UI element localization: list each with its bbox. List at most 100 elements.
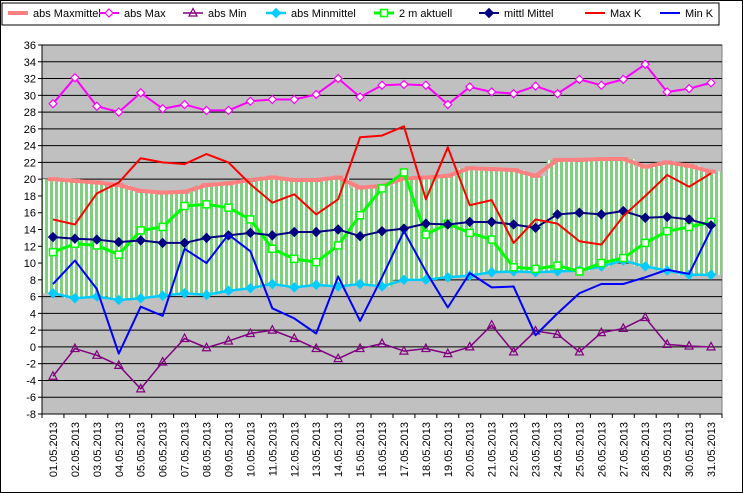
data-point [597,258,606,268]
data-point [486,87,497,97]
x-tick-label: 13.05.2013 [311,422,323,477]
data-point [706,341,717,351]
data-point [48,98,58,109]
data-point [619,253,628,263]
data-point [442,219,454,230]
x-tick-label: 25.05.2013 [574,422,586,477]
y-tick-label: 22 [24,157,36,169]
data-point [530,81,541,91]
data-point [596,80,607,91]
data-point [333,352,344,363]
legend-entry: Min K [660,8,714,20]
x-tick-label: 24.05.2013 [552,422,564,477]
data-point [486,267,497,278]
data-point [48,247,58,257]
y-tick-label: -2 [26,359,36,371]
data-point [179,332,190,343]
data-point [553,261,562,270]
x-tick-label: 19.05.2013 [443,422,455,477]
data-point [290,254,299,264]
x-tick-label: 05.05.2013 [136,422,148,477]
x-tick-label: 03.05.2013 [92,422,104,477]
data-point [310,226,322,238]
data-point [377,184,387,193]
x-tick-label: 01.05.2013 [48,422,60,477]
data-point [574,346,585,356]
legend: abs Maxmittel abs Max abs Min abs Minmittel… [1,2,720,26]
data-point [179,288,190,299]
y-tick-label: 28 [24,107,36,119]
data-point [311,89,322,100]
data-point [47,288,59,299]
data-point [136,226,145,235]
legend-label: Max K [610,8,642,20]
data-point [332,224,344,235]
legend-entry: abs Max [99,8,166,20]
data-point [267,230,278,241]
legend-box [1,2,720,26]
series-min-k [52,229,712,355]
data-point [91,234,103,245]
y-tick-label: 36 [24,40,36,52]
x-tick-label: 30.05.2013 [684,422,696,477]
data-point [421,230,431,239]
data-point [91,349,102,359]
data-point [398,274,410,286]
legend-label: mittl Mittel [504,8,554,20]
data-point [662,87,673,97]
data-point [114,250,124,259]
data-point [420,218,432,229]
data-point [640,212,651,223]
data-point [245,327,256,338]
data-point [442,99,453,110]
legend-label: abs Minmittel [291,8,356,20]
data-point [113,294,124,306]
data-point [246,215,255,224]
x-tick-label: 15.05.2013 [355,422,367,477]
data-point [640,311,651,322]
data-point [596,326,607,337]
legend-label: abs Min [208,8,247,20]
data-point [311,342,322,353]
y-tick-label: 8 [30,275,36,287]
data-point [223,335,234,345]
data-point [486,319,497,329]
data-point [157,290,168,301]
y-tick-label: 24 [24,141,36,153]
data-point [662,226,672,236]
data-point [706,77,716,88]
data-point [464,82,475,92]
y-tick-label: -6 [26,392,36,404]
data-point [574,74,585,85]
x-tick-label: 21.05.2013 [487,422,499,477]
data-point [684,340,695,350]
y-tick-label: 30 [24,90,36,102]
y-tick-label: 0 [30,342,36,354]
data-point [289,332,300,343]
legend-entry: mittl Mittel [479,7,554,20]
data-point [574,207,585,218]
x-tick-label: 29.05.2013 [662,422,674,477]
x-tick-label: 27.05.2013 [618,422,630,477]
data-point [398,345,409,355]
data-point [179,99,190,110]
legend-entry: Max K [585,8,642,20]
series-group [47,59,717,393]
data-point [289,94,300,105]
x-tick-label: 11.05.2013 [267,422,279,476]
data-point [157,237,168,249]
data-point [355,210,365,220]
data-point [354,278,366,290]
x-tick-label: 07.05.2013 [180,422,192,477]
data-point [420,274,432,286]
data-point [158,222,167,232]
data-point [113,236,124,248]
y-tick-label: 18 [24,191,36,203]
data-point [640,261,651,272]
x-tick-label: 22.05.2013 [509,422,521,477]
data-point [135,383,146,393]
data-point [104,8,114,18]
data-point [289,282,300,293]
x-tick-label: 26.05.2013 [596,422,608,477]
